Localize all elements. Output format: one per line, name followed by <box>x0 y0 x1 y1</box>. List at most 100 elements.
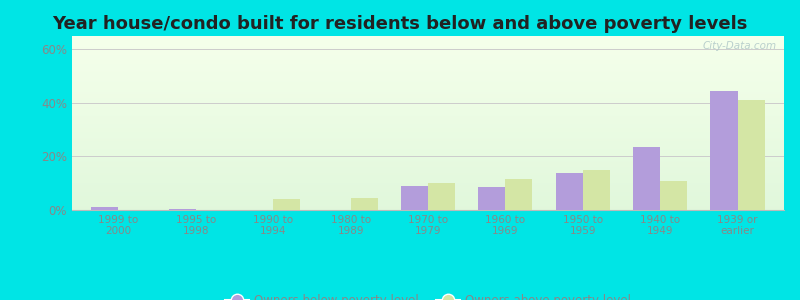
Bar <box>72 45 784 46</box>
Bar <box>72 64 784 65</box>
Bar <box>72 140 784 141</box>
Bar <box>72 151 784 152</box>
Bar <box>72 96 784 97</box>
Bar <box>72 143 784 144</box>
Bar <box>72 193 784 194</box>
Bar <box>72 37 784 38</box>
Bar <box>72 82 784 83</box>
Bar <box>72 154 784 155</box>
Bar <box>72 182 784 183</box>
Bar <box>72 159 784 160</box>
Bar <box>72 122 784 123</box>
Bar <box>72 42 784 43</box>
Bar <box>72 89 784 90</box>
Bar <box>72 83 784 84</box>
Bar <box>72 114 784 115</box>
Bar <box>72 101 784 102</box>
Bar <box>72 158 784 159</box>
Bar <box>72 139 784 140</box>
Bar <box>72 103 784 104</box>
Bar <box>72 90 784 91</box>
Bar <box>72 57 784 58</box>
Bar <box>72 56 784 57</box>
Bar <box>72 200 784 201</box>
Bar <box>506 179 533 210</box>
Bar <box>72 196 784 197</box>
Bar <box>72 160 784 161</box>
Legend: Owners below poverty level, Owners above poverty level: Owners below poverty level, Owners above… <box>221 289 635 300</box>
Bar <box>72 60 784 61</box>
Bar <box>72 87 784 88</box>
Bar <box>478 187 506 210</box>
Bar <box>169 209 196 210</box>
Bar <box>72 113 784 114</box>
Bar <box>72 126 784 127</box>
Bar <box>72 104 784 105</box>
Bar <box>72 98 784 99</box>
Bar <box>72 58 784 59</box>
Bar <box>72 49 784 50</box>
Bar <box>72 74 784 75</box>
Bar <box>72 43 784 44</box>
Bar <box>72 145 784 146</box>
Bar <box>72 156 784 157</box>
Bar <box>72 71 784 72</box>
Bar <box>72 201 784 202</box>
Bar <box>72 110 784 111</box>
Bar <box>72 38 784 39</box>
Bar <box>72 46 784 47</box>
Bar <box>72 185 784 186</box>
Bar <box>72 132 784 133</box>
Bar <box>72 85 784 86</box>
Bar <box>72 106 784 107</box>
Bar <box>72 62 784 63</box>
Bar <box>72 150 784 151</box>
Bar <box>72 155 784 156</box>
Bar <box>72 138 784 139</box>
Bar <box>72 112 784 113</box>
Bar <box>72 70 784 71</box>
Bar <box>72 167 784 168</box>
Bar <box>72 47 784 48</box>
Bar <box>72 134 784 135</box>
Bar <box>72 205 784 206</box>
Bar <box>72 97 784 98</box>
Bar <box>428 183 455 210</box>
Bar <box>72 197 784 198</box>
Bar <box>72 117 784 118</box>
Bar <box>72 176 784 177</box>
Bar <box>72 160 784 161</box>
Bar <box>72 188 784 189</box>
Bar <box>72 115 784 116</box>
Bar <box>72 165 784 166</box>
Bar <box>72 190 784 191</box>
Bar <box>72 105 784 106</box>
Bar <box>72 153 784 154</box>
Bar <box>72 129 784 130</box>
Bar <box>72 88 784 89</box>
Bar <box>72 208 784 209</box>
Bar <box>72 147 784 148</box>
Bar <box>72 51 784 52</box>
Bar <box>72 68 784 69</box>
Bar <box>582 170 610 210</box>
Bar <box>72 116 784 117</box>
Bar <box>72 133 784 134</box>
Bar <box>72 124 784 125</box>
Bar <box>72 198 784 199</box>
Bar <box>72 209 784 210</box>
Bar <box>72 67 784 68</box>
Bar <box>72 40 784 41</box>
Bar <box>72 168 784 169</box>
Bar <box>72 55 784 56</box>
Bar <box>72 136 784 137</box>
Bar <box>72 52 784 53</box>
Bar <box>72 171 784 172</box>
Bar <box>72 100 784 101</box>
Bar <box>72 207 784 208</box>
Bar <box>72 181 784 182</box>
Bar <box>72 91 784 92</box>
Bar <box>710 91 738 210</box>
Bar <box>72 172 784 173</box>
Bar <box>72 157 784 158</box>
